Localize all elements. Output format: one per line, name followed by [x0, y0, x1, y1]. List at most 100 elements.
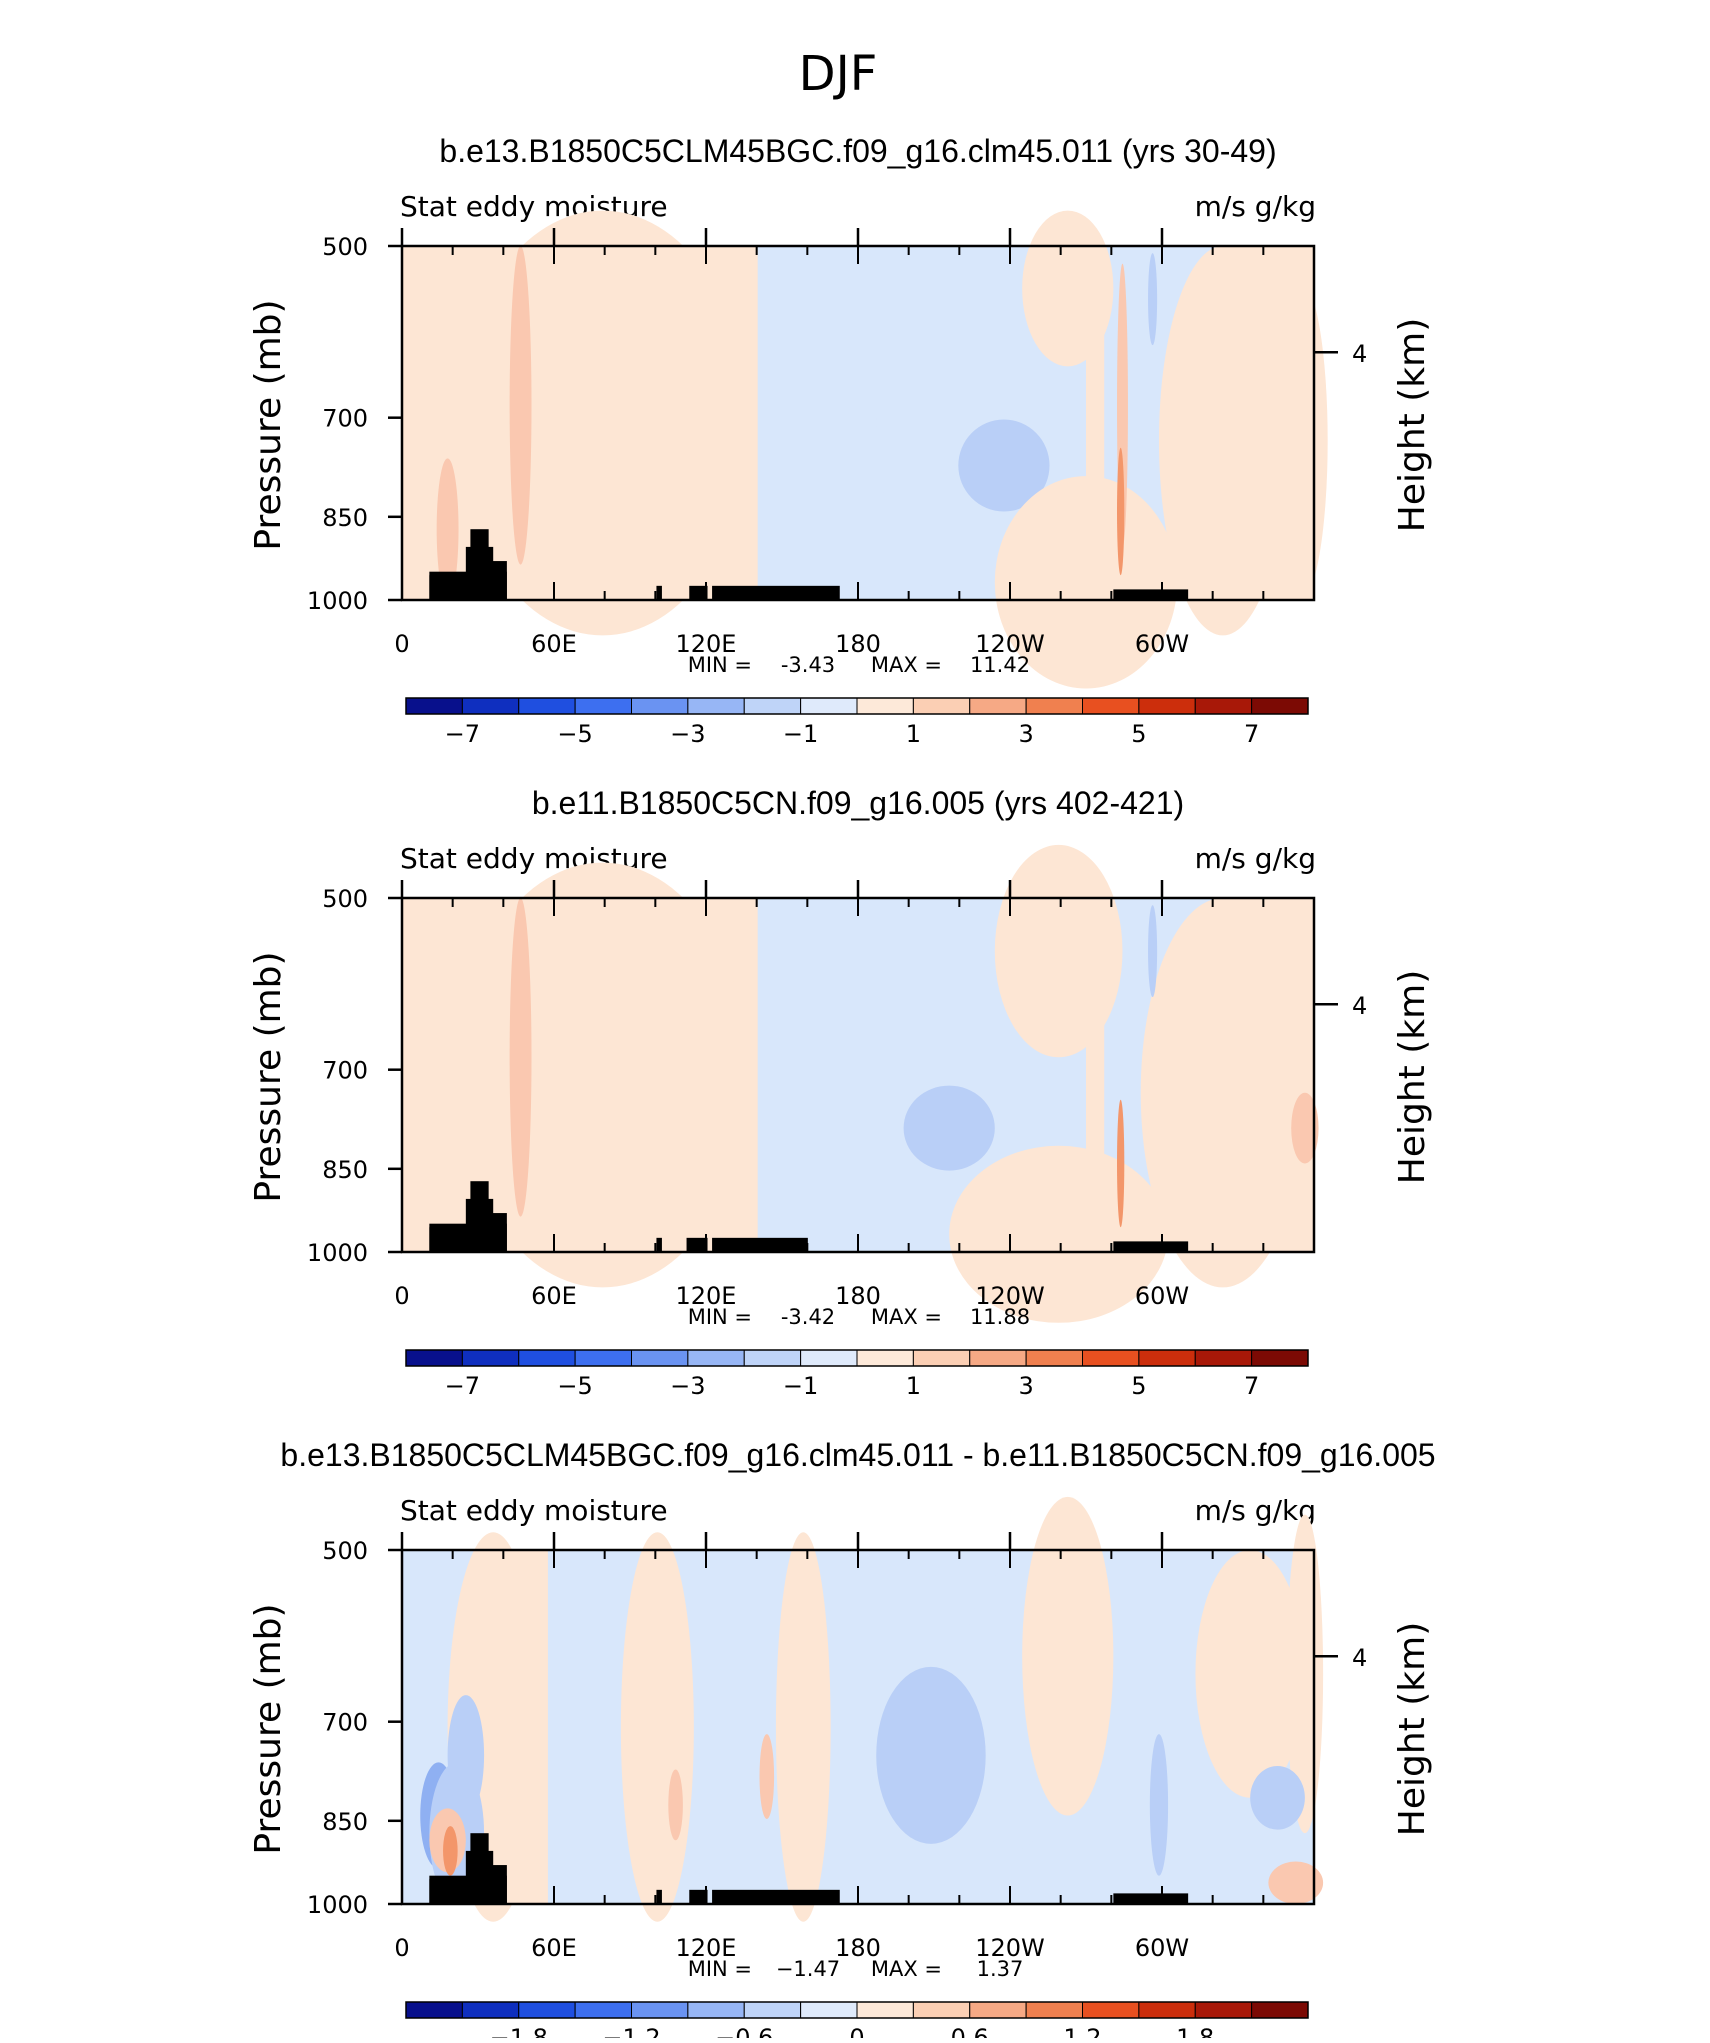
contour-region — [958, 419, 1050, 512]
colorbar-swatch — [1082, 2001, 1140, 2019]
colorbar-label: −3 — [670, 1372, 705, 1400]
colorbar-swatch — [1138, 697, 1196, 715]
colorbar-frame — [405, 2001, 1309, 2019]
max-label: MAX = — [871, 653, 942, 677]
min-value: -3.42 — [781, 1305, 835, 1329]
panel-left-label: Stat eddy moisture — [400, 1494, 668, 1527]
colorbar-swatch — [518, 697, 576, 715]
page-title: DJF — [799, 46, 878, 102]
min-label: MIN = — [688, 653, 752, 677]
colorbar-swatch — [912, 1349, 971, 1367]
max-value: 1.37 — [977, 1957, 1024, 1981]
colorbar-label: 7 — [1244, 1372, 1259, 1400]
colorbar-swatch — [461, 1349, 520, 1367]
y-tick-label: 700 — [322, 1709, 368, 1737]
y-tick-label: 700 — [322, 1057, 368, 1085]
panel-title: b.e11.B1850C5CN.f09_g16.005 (yrs 402-421… — [532, 785, 1184, 821]
topography-block — [1113, 589, 1189, 600]
colorbar-label: 7 — [1244, 720, 1259, 748]
panel-3: b.e13.B1850C5CLM45BGC.f09_g16.clm45.011 … — [248, 1437, 1436, 2043]
contour-region — [1149, 1734, 1169, 1876]
colorbar-swatch — [405, 697, 463, 715]
x-tick-label: 120E — [676, 1282, 737, 1310]
contour-region — [876, 1666, 986, 1844]
colorbar-swatch — [1025, 1349, 1083, 1367]
colorbar-frame — [405, 697, 1309, 715]
contour-region — [1268, 1861, 1324, 1904]
right-y-axis-label: Height (km) — [1392, 318, 1433, 532]
panel-title: b.e13.B1850C5CLM45BGC.f09_g16.clm45.011 … — [439, 133, 1276, 169]
contour-region — [436, 458, 459, 600]
contour-region — [1148, 253, 1158, 346]
x-tick-label: 0 — [394, 630, 409, 658]
colorbar-swatch — [1138, 1349, 1196, 1367]
colorbar-swatch — [405, 1349, 463, 1367]
y-axis-label: Pressure (mb) — [248, 299, 289, 550]
colorbar-swatch — [743, 1349, 802, 1367]
colorbar-label: −1 — [783, 1372, 818, 1400]
colorbar-swatch — [856, 2001, 914, 2019]
topography-block — [1113, 1241, 1189, 1252]
colorbar-swatch — [800, 1349, 858, 1367]
colorbar-label: −5 — [557, 720, 592, 748]
colorbar-label: 1.2 — [1063, 2024, 1101, 2038]
topography-block — [1113, 1893, 1189, 1904]
x-tick-label: 120W — [975, 1282, 1045, 1310]
x-tick-label: 120W — [975, 1934, 1045, 1962]
colorbar-swatch — [1194, 697, 1253, 715]
colorbar-label: −0.6 — [715, 2024, 773, 2038]
colorbar-label: −1.2 — [602, 2024, 660, 2038]
max-value: 11.42 — [970, 653, 1030, 677]
colorbar-swatch — [687, 2001, 745, 2019]
colorbar-swatch — [574, 2001, 632, 2019]
min-value: -3.43 — [781, 653, 835, 677]
topography-block — [656, 1237, 662, 1252]
contour-region — [775, 1532, 831, 1922]
right-y-tick-label: 4 — [1352, 1644, 1367, 1672]
x-tick-label: 0 — [394, 1934, 409, 1962]
x-tick-label: 60W — [1135, 1934, 1189, 1962]
max-label: MAX = — [871, 1305, 942, 1329]
panel-units-label: m/s g/kg — [1195, 1494, 1316, 1527]
x-tick-label: 120E — [676, 1934, 737, 1962]
contour-region — [949, 1145, 1169, 1323]
y-tick-label: 1000 — [307, 587, 368, 615]
colorbar-swatch — [518, 1349, 576, 1367]
contour-region — [1195, 1550, 1305, 1798]
colorbar-label: 1 — [906, 1372, 921, 1400]
colorbar-label: −1 — [783, 720, 818, 748]
colorbar-swatch — [1251, 2001, 1309, 2019]
contour-region — [668, 1769, 683, 1841]
contour-region — [1250, 1765, 1305, 1830]
x-tick-label: 0 — [394, 1282, 409, 1310]
colorbar-swatch — [743, 697, 802, 715]
contour-region — [620, 1532, 694, 1922]
colorbar-swatch — [1251, 1349, 1309, 1367]
topography-block — [686, 1237, 708, 1252]
colorbar-swatch — [631, 697, 689, 715]
right-y-tick-label: 4 — [1352, 992, 1367, 1020]
x-tick-label: 60E — [531, 1282, 577, 1310]
colorbar-swatch — [1082, 697, 1140, 715]
panel-2: b.e11.B1850C5CN.f09_g16.005 (yrs 402-421… — [248, 785, 1433, 1400]
contour-region — [509, 245, 532, 565]
y-tick-label: 500 — [322, 885, 368, 913]
topography-block — [488, 1865, 507, 1904]
colorbar-swatch — [743, 2001, 802, 2019]
y-tick-label: 1000 — [307, 1239, 368, 1267]
y-tick-label: 500 — [322, 1537, 368, 1565]
contour-region — [1158, 246, 1287, 636]
right-y-axis-label: Height (km) — [1392, 970, 1433, 1184]
y-tick-label: 1000 — [307, 1891, 368, 1919]
max-value: 11.88 — [970, 1305, 1030, 1329]
contour-region — [994, 844, 1123, 1058]
colorbar-swatch — [800, 2001, 858, 2019]
colorbar-swatch — [461, 2001, 520, 2019]
contour-region — [1117, 447, 1125, 576]
colorbar-label: −5 — [557, 1372, 592, 1400]
colorbar-label: 1 — [906, 720, 921, 748]
colorbar-label: 3 — [1018, 1372, 1033, 1400]
max-label: MAX = — [871, 1957, 942, 1981]
